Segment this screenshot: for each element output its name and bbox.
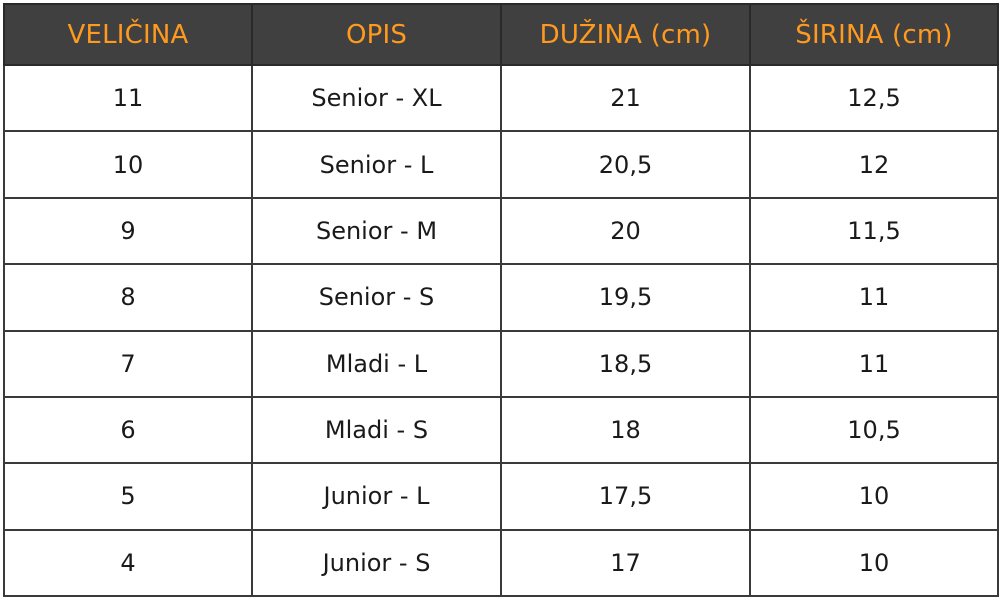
table-row: 10 Senior - L 20,5 12 bbox=[3, 130, 999, 199]
cell-sirina: 12 bbox=[749, 130, 999, 199]
header-opis: OPIS bbox=[251, 3, 502, 66]
cell-sirina: 12,5 bbox=[749, 63, 999, 133]
cell-sirina: 10 bbox=[749, 528, 999, 598]
header-velicina: VELIČINA bbox=[3, 3, 253, 66]
cell-opis: Senior - S bbox=[251, 263, 502, 332]
table-header: VELIČINA OPIS DUŽINA (cm) ŠIRINA (cm) bbox=[3, 3, 999, 66]
table-body: 11 Senior - XL 21 12,5 10 Senior - L 20,… bbox=[3, 63, 999, 598]
cell-velicina: 8 bbox=[3, 263, 253, 332]
header-sirina: ŠIRINA (cm) bbox=[749, 3, 999, 66]
cell-opis: Junior - L bbox=[251, 462, 502, 531]
table-row: 4 Junior - S 17 10 bbox=[3, 528, 999, 598]
cell-duzina: 18 bbox=[500, 395, 751, 465]
cell-sirina: 10,5 bbox=[749, 395, 999, 465]
cell-duzina: 17 bbox=[500, 528, 751, 598]
table-row: 6 Mladi - S 18 10,5 bbox=[3, 395, 999, 465]
table-row: 8 Senior - S 19,5 11 bbox=[3, 263, 999, 332]
cell-velicina: 6 bbox=[3, 395, 253, 465]
cell-velicina: 9 bbox=[3, 196, 253, 266]
table-row: 11 Senior - XL 21 12,5 bbox=[3, 63, 999, 133]
cell-duzina: 20 bbox=[500, 196, 751, 266]
cell-opis: Mladi - S bbox=[251, 395, 502, 465]
size-chart-table-container: VELIČINA OPIS DUŽINA (cm) ŠIRINA (cm) 11… bbox=[3, 3, 999, 598]
cell-duzina: 18,5 bbox=[500, 329, 751, 398]
size-chart-table: VELIČINA OPIS DUŽINA (cm) ŠIRINA (cm) 11… bbox=[3, 3, 999, 598]
cell-duzina: 19,5 bbox=[500, 263, 751, 332]
cell-duzina: 17,5 bbox=[500, 462, 751, 531]
cell-velicina: 7 bbox=[3, 329, 253, 398]
table-row: 5 Junior - L 17,5 10 bbox=[3, 462, 999, 531]
cell-opis: Senior - M bbox=[251, 196, 502, 266]
cell-duzina: 21 bbox=[500, 63, 751, 133]
cell-sirina: 11 bbox=[749, 263, 999, 332]
table-row: 9 Senior - M 20 11,5 bbox=[3, 196, 999, 266]
header-duzina: DUŽINA (cm) bbox=[500, 3, 751, 66]
cell-velicina: 10 bbox=[3, 130, 253, 199]
cell-opis: Junior - S bbox=[251, 528, 502, 598]
header-row: VELIČINA OPIS DUŽINA (cm) ŠIRINA (cm) bbox=[3, 3, 999, 66]
table-row: 7 Mladi - L 18,5 11 bbox=[3, 329, 999, 398]
cell-duzina: 20,5 bbox=[500, 130, 751, 199]
cell-velicina: 4 bbox=[3, 528, 253, 598]
cell-velicina: 5 bbox=[3, 462, 253, 531]
cell-sirina: 10 bbox=[749, 462, 999, 531]
cell-velicina: 11 bbox=[3, 63, 253, 133]
cell-opis: Senior - L bbox=[251, 130, 502, 199]
cell-sirina: 11,5 bbox=[749, 196, 999, 266]
cell-sirina: 11 bbox=[749, 329, 999, 398]
cell-opis: Mladi - L bbox=[251, 329, 502, 398]
cell-opis: Senior - XL bbox=[251, 63, 502, 133]
